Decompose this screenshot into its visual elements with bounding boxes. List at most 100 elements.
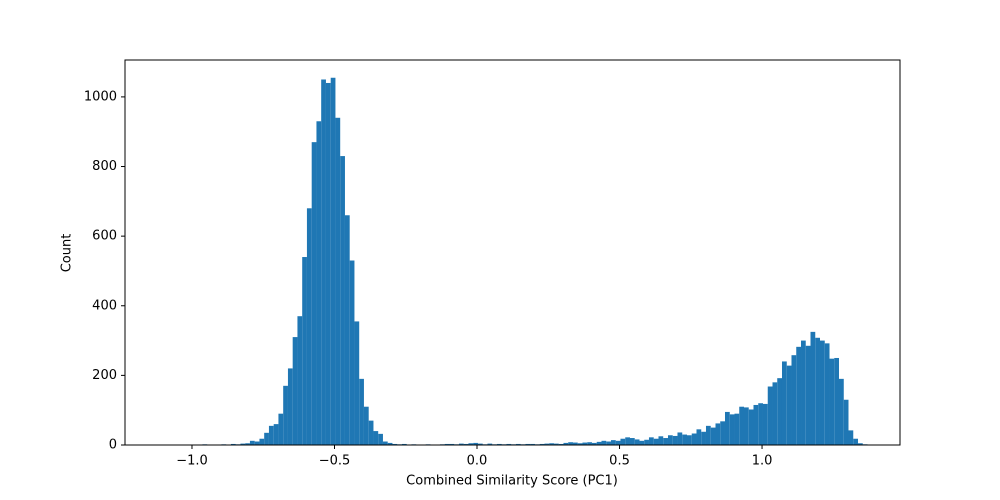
y-axis-label: Count — [60, 234, 75, 273]
bar — [249, 440, 255, 445]
bar — [582, 442, 588, 445]
bar — [278, 413, 284, 445]
bar — [843, 399, 849, 445]
bar — [392, 443, 398, 445]
bar — [259, 438, 265, 445]
bar — [762, 403, 768, 445]
bar — [283, 385, 288, 445]
bar — [691, 433, 697, 445]
bar — [354, 321, 360, 445]
bar — [824, 343, 830, 445]
bar — [839, 378, 844, 445]
bar — [753, 404, 759, 445]
bar — [458, 443, 464, 445]
bar — [729, 414, 735, 445]
bar — [686, 435, 692, 445]
bar — [601, 440, 607, 445]
bar — [848, 430, 854, 445]
bar — [786, 365, 792, 445]
bar — [819, 340, 825, 445]
bar — [629, 438, 635, 445]
bar — [625, 437, 630, 445]
bar — [368, 420, 374, 445]
bar — [748, 409, 754, 445]
bar — [796, 346, 802, 445]
bar — [373, 431, 379, 445]
bar — [477, 443, 483, 445]
bar — [701, 431, 706, 445]
bar — [720, 421, 725, 445]
bar — [853, 438, 859, 445]
bar — [382, 441, 388, 445]
bar — [610, 440, 616, 445]
bar — [758, 403, 763, 445]
bar — [620, 438, 626, 445]
bar — [682, 434, 687, 445]
bar — [506, 443, 512, 445]
bar — [539, 443, 545, 445]
bar — [777, 378, 782, 445]
bar — [634, 439, 640, 445]
bar — [449, 443, 455, 445]
bar — [596, 441, 602, 445]
bar — [378, 433, 383, 445]
bar — [245, 443, 250, 445]
bar — [473, 442, 478, 445]
bar — [359, 378, 364, 445]
bar — [791, 355, 797, 445]
bar — [805, 345, 811, 445]
x-tick-label: 0.0 — [467, 454, 488, 469]
bar — [297, 316, 303, 445]
bar — [544, 443, 550, 445]
bar — [387, 442, 393, 445]
bar — [810, 331, 816, 445]
y-tick-label: 200 — [92, 368, 117, 383]
bar — [515, 443, 521, 445]
bar — [316, 121, 322, 446]
bar — [292, 337, 298, 445]
bar — [306, 208, 312, 445]
y-tick-label: 1000 — [84, 89, 117, 104]
bar — [591, 442, 597, 445]
bar — [463, 443, 469, 445]
bar — [772, 382, 778, 445]
bar — [558, 443, 564, 445]
y-tick-label: 400 — [92, 298, 117, 313]
bar — [615, 440, 621, 445]
bar — [734, 413, 740, 445]
bar — [677, 432, 683, 445]
bar — [273, 424, 279, 445]
bar — [815, 337, 820, 445]
bar — [230, 443, 236, 445]
bar — [663, 438, 668, 445]
bar — [568, 442, 573, 445]
y-tick-label: 800 — [92, 159, 117, 174]
bar — [648, 437, 654, 445]
bar — [264, 432, 269, 445]
bar — [577, 443, 583, 445]
bar — [639, 440, 645, 445]
bar — [302, 257, 307, 445]
bar — [344, 215, 350, 445]
bar — [349, 260, 355, 445]
bar — [530, 443, 535, 445]
x-tick-label: −1.0 — [176, 454, 208, 469]
bar — [653, 438, 659, 445]
bar — [254, 441, 260, 445]
bar — [325, 82, 331, 446]
bar — [268, 425, 274, 445]
bar — [587, 442, 592, 445]
bar — [744, 407, 749, 445]
bar — [487, 443, 493, 445]
bar — [724, 411, 730, 445]
bar — [321, 79, 326, 446]
bar — [549, 443, 554, 445]
bar — [240, 443, 246, 445]
plot-frame — [124, 59, 901, 446]
bar — [672, 435, 678, 445]
bar — [340, 156, 345, 446]
bar — [644, 439, 649, 445]
bar — [781, 361, 787, 445]
bar — [767, 386, 773, 445]
